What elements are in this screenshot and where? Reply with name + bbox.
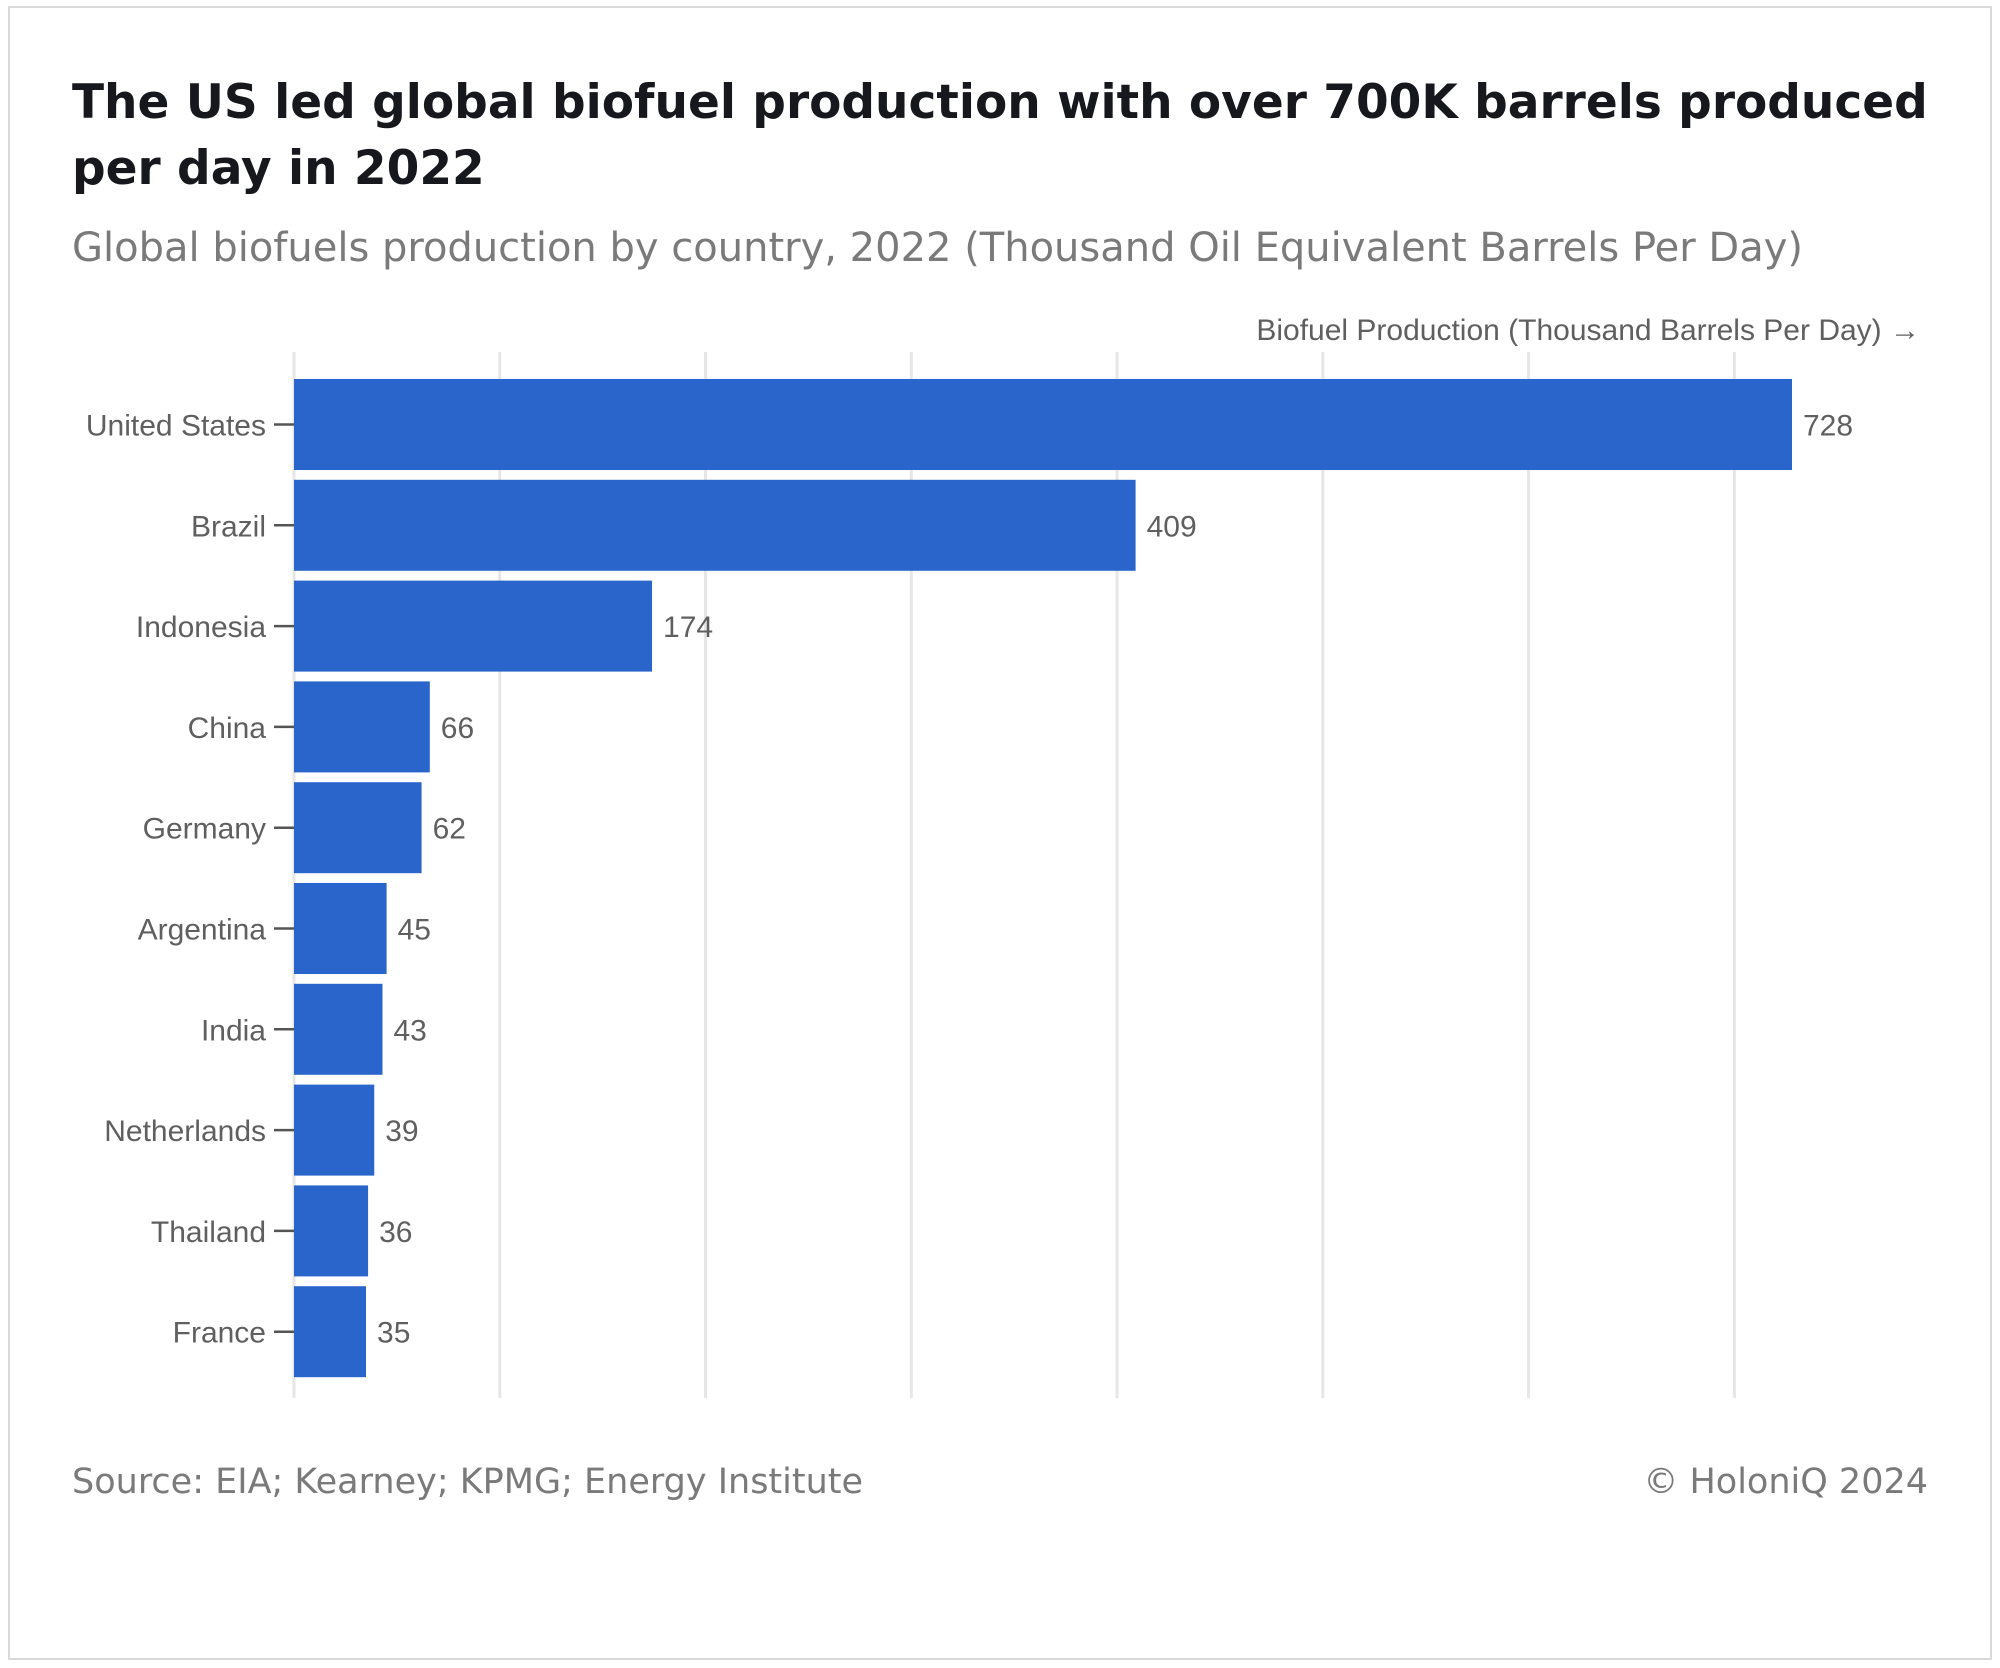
- bar-value-label: 43: [393, 1014, 426, 1047]
- bar: [294, 681, 430, 773]
- bar-value-label: 39: [385, 1115, 418, 1148]
- bar: [294, 479, 1136, 571]
- y-tick-label: Argentina: [138, 914, 267, 947]
- source-note: Source: EIA; Kearney; KPMG; Energy Insti…: [72, 1462, 864, 1502]
- y-tick-label: China: [188, 712, 267, 745]
- bar: [294, 379, 1792, 470]
- copyright-note: © HoloniQ 2024: [1643, 1462, 1928, 1502]
- bar-value-label: 409: [1147, 510, 1197, 543]
- bar-value-label: 62: [433, 813, 466, 846]
- y-tick-label: France: [173, 1317, 266, 1350]
- bar-value-label: 45: [398, 914, 431, 947]
- bar-value-label: 36: [379, 1216, 412, 1249]
- bar-value-label: 35: [377, 1317, 410, 1350]
- y-tick-label: Germany: [143, 813, 266, 846]
- y-tick-label: Brazil: [191, 510, 266, 543]
- chart-subtitle: Global biofuels production by country, 2…: [72, 225, 1804, 271]
- y-tick-label: United States: [86, 410, 266, 443]
- bar: [294, 782, 422, 874]
- bar: [294, 883, 387, 974]
- x-axis-title: Biofuel Production (Thousand Barrels Per…: [1256, 314, 1920, 347]
- y-tick-label: Netherlands: [104, 1115, 266, 1148]
- bar-value-label: 174: [663, 611, 713, 644]
- bar: [294, 580, 653, 672]
- y-tick-label: Thailand: [151, 1216, 266, 1249]
- y-tick-label: India: [201, 1014, 266, 1047]
- bar: [294, 1084, 375, 1176]
- y-tick-label: Indonesia: [136, 611, 266, 644]
- bar: [294, 1185, 369, 1277]
- bar-value-label: 728: [1803, 410, 1853, 443]
- bar: [294, 1286, 367, 1378]
- bar-value-label: 66: [441, 712, 474, 745]
- bar: [294, 983, 383, 1075]
- chart-title: The US led global biofuel production wit…: [72, 75, 1928, 196]
